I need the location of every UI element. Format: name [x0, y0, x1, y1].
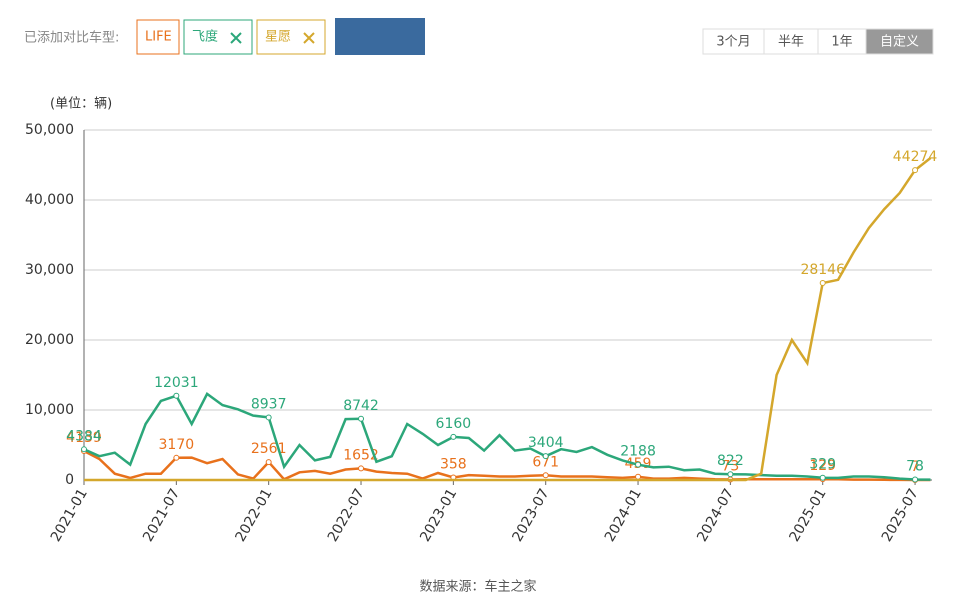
data-label: 3404 — [528, 435, 564, 451]
x-tick-label: 2023-01 — [417, 486, 460, 545]
range-tab[interactable] — [702, 28, 765, 55]
point-marker — [173, 392, 180, 399]
y-tick-label: 40,000 — [25, 192, 74, 208]
legend-chip[interactable] — [256, 19, 326, 55]
x-tick-label: 2023-07 — [510, 486, 553, 545]
data-label: 73 — [721, 458, 739, 474]
source: 数据来源：车主之家 — [419, 579, 536, 595]
data-label: 8937 — [251, 396, 287, 412]
legend-chip[interactable] — [136, 19, 180, 55]
data-label: 8742 — [343, 398, 379, 414]
range-tab[interactable] — [817, 28, 867, 55]
point-marker — [358, 465, 365, 472]
y-tick-label: 20,000 — [25, 332, 74, 348]
point-marker — [819, 474, 826, 481]
series-line — [84, 157, 932, 482]
series-line — [83, 392, 931, 481]
point-marker — [635, 473, 642, 480]
data-label: 129 — [809, 458, 836, 474]
remove-icon[interactable] — [230, 32, 242, 44]
data-label: 4384 — [66, 428, 102, 444]
x-tick-label: 2022-01 — [233, 486, 276, 545]
range-tab-label: 自定义 — [880, 35, 919, 50]
series-line — [83, 449, 931, 482]
data-label: 44274 — [893, 149, 938, 165]
data-label: 4139 — [66, 430, 102, 446]
range-tab-label: 1年 — [831, 35, 852, 50]
remove-icon[interactable] — [303, 32, 315, 44]
point-marker — [912, 476, 919, 483]
point-marker — [81, 446, 87, 453]
point-marker — [542, 453, 549, 460]
x-tick-label: 2022-07 — [325, 486, 368, 545]
compare-label: 已添加对比车型: — [24, 30, 119, 46]
y-tick-label: 30,000 — [25, 262, 74, 278]
range-tabs: 3个月 半年 1年 自定义 — [702, 28, 934, 55]
range-tab-label: 3个月 — [716, 35, 750, 50]
data-label: 3170 — [159, 437, 195, 453]
blurred-chip — [335, 18, 425, 55]
point-marker — [912, 167, 919, 174]
point-marker — [358, 415, 365, 422]
legend-label: LIFE — [145, 30, 172, 45]
data-label: 6160 — [436, 416, 472, 432]
point-marker — [265, 414, 272, 421]
data-label: 28146 — [800, 262, 845, 278]
legend-chip[interactable] — [183, 19, 253, 55]
point-marker — [819, 279, 826, 286]
data-label: 822 — [717, 453, 744, 469]
x-tick-label: 2025-07 — [879, 486, 922, 545]
x-tick-label: 2025-01 — [787, 486, 830, 545]
y-tick-label: 10,000 — [25, 402, 74, 418]
range-tab[interactable] — [865, 28, 934, 55]
legend-label: 星愿 — [265, 30, 291, 45]
y-tick-label: 0 — [65, 472, 74, 488]
data-label: 7 — [911, 459, 920, 475]
point-marker — [635, 461, 642, 468]
point-marker — [173, 454, 180, 461]
x-tick-label: 2024-07 — [694, 486, 737, 545]
x-tick-label: 2021-07 — [140, 486, 183, 545]
point-marker — [450, 433, 457, 440]
data-label: 671 — [532, 454, 559, 470]
data-label: 78 — [906, 458, 924, 474]
point-marker — [727, 471, 734, 478]
legend: LIFE 飞度 星愿 — [136, 19, 326, 55]
data-label: 2188 — [620, 444, 656, 460]
range-tab-label: 半年 — [778, 35, 804, 50]
y-tick-label: 50,000 — [25, 122, 74, 138]
data-label: 358 — [440, 456, 467, 472]
point-marker — [265, 459, 272, 466]
data-label: 12031 — [154, 375, 199, 391]
legend-label: 飞度 — [192, 29, 218, 45]
x-tick-label: 2024-01 — [602, 486, 645, 545]
x-tick-label: 2021-01 — [48, 486, 91, 545]
data-label: 1652 — [343, 447, 379, 463]
data-label: 329 — [809, 457, 836, 473]
point-marker — [542, 472, 549, 479]
unit-label: (单位：辆) — [50, 97, 112, 112]
